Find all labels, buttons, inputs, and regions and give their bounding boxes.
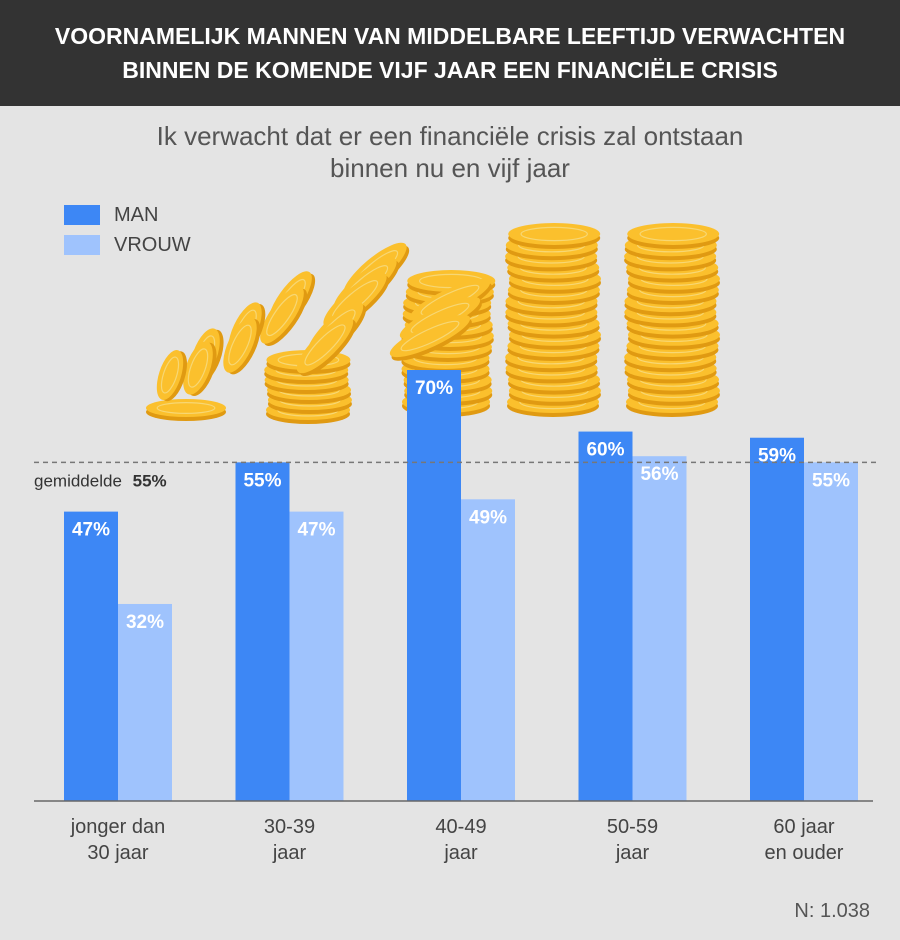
title-line-2: BINNEN DE KOMENDE VIJF JAAR EEN FINANCIË… [122,57,778,83]
x-tick-label-1-2: 30 jaar [87,842,148,864]
bar-value-label-vrouw-5: 55% [812,470,850,491]
bar-value-label-vrouw-3: 49% [469,507,507,528]
subtitle-line-2: binnen nu en vijf jaar [330,153,570,183]
x-tick-label-5-2: en ouder [765,842,844,864]
bar-value-label-man-2: 55% [243,470,281,491]
x-tick-label-1-1: jonger dan [70,816,166,838]
title-line-1: VOORNAMELIJK MANNEN VAN MIDDELBARE LEEFT… [54,23,846,49]
bar-man-2 [235,462,290,801]
bar-man-3 [407,370,461,801]
bar-vrouw-5 [804,462,858,801]
legend-swatch-man [64,205,100,225]
header: VOORNAMELIJK MANNEN VAN MIDDELBARE LEEFT… [0,0,900,106]
legend-swatch-vrouw [64,235,100,255]
bar-value-label-man-4: 60% [586,440,624,461]
x-axis-labels: jonger dan 30 jaar 30-39 jaar 40-49 jaar 50-59… [70,816,844,864]
subtitle-line-1: Ik verwacht dat er een financiële crisis… [156,121,744,151]
average-label: gemiddelde 55% [34,471,167,490]
average-label-text: gemiddelde [34,471,122,490]
bar-man-1 [64,511,118,801]
bar-value-label-man-3: 70% [415,378,453,399]
x-tick-label-2-2: jaar [272,842,307,864]
bar-value-label-vrouw-1: 32% [126,612,164,633]
bar-man-5 [750,437,804,801]
sample-size-note: N: 1.038 [794,900,870,922]
bar-vrouw-4 [632,456,687,801]
bar-vrouw-1 [118,603,172,801]
bar-value-label-vrouw-4: 56% [640,464,678,485]
x-tick-label-4-1: 50-59 [607,816,658,838]
legend-item-vrouw: VROUW [64,230,191,260]
bar-value-label-vrouw-2: 47% [297,520,335,541]
x-tick-label-4-2: jaar [615,842,650,864]
x-tick-label-5-1: 60 jaar [773,816,834,838]
bar-value-label-man-1: 47% [72,520,110,541]
average-label-value: 55% [133,471,167,490]
x-tick-label-3-2: jaar [443,842,478,864]
bar-value-label-man-5: 59% [758,446,796,467]
legend-label-man: MAN [114,203,159,226]
bars-layer: 47% 55% 70% 60% 59% 32% 47% 49% 56% 55% [64,370,858,801]
bar-man-4 [578,431,633,801]
x-tick-label-2-1: 30-39 [264,816,315,838]
legend-item-man: MAN [64,200,191,230]
subtitle: Ik verwacht dat er een financiële crisis… [0,120,900,184]
bar-vrouw-3 [461,499,515,801]
legend: MAN VROUW [64,200,191,260]
bar-vrouw-2 [289,511,344,801]
x-tick-label-3-1: 40-49 [435,816,486,838]
legend-label-vrouw: VROUW [114,233,191,256]
